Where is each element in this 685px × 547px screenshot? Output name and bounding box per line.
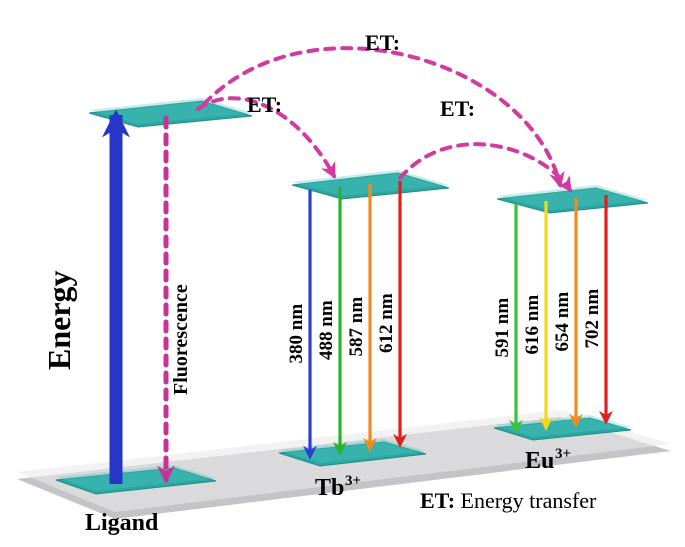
fluorescence-label: Fluorescence (170, 284, 192, 395)
svg-text:ET: Energy transfer: ET: Energy transfer (420, 488, 597, 513)
eu-emissions-line-0: 591 nm (492, 204, 516, 431)
eu-label: Eu3+ (525, 446, 571, 474)
et-label: ET: (440, 96, 475, 121)
svg-text:3+: 3+ (345, 473, 361, 489)
svg-text:3+: 3+ (555, 446, 571, 462)
eu-emissions: 591 nm 616 nm 654 nm 702 nm (492, 195, 606, 431)
svg-text:Eu: Eu (525, 448, 554, 474)
emission-label: 616 nm (522, 295, 543, 355)
eu-emissions-line-2: 654 nm (552, 198, 576, 425)
emission-label: 587 nm (346, 297, 367, 357)
emission-label: 702 nm (582, 289, 603, 349)
et-legend-bold: ET: (420, 488, 455, 513)
et-legend-text: Energy transfer (455, 488, 597, 513)
et-label: ET: (247, 92, 282, 117)
eu-emissions-line-3: 702 nm (582, 195, 606, 422)
ligand-label: Ligand (85, 510, 159, 536)
tb-emissions-line-2: 587 nm (346, 184, 370, 449)
tb-label: Tb3+ (315, 473, 361, 501)
et-label: ET: (365, 30, 400, 55)
tb-emissions-line-3: 612 nm (376, 181, 400, 445)
tb-emissions: 380 nm 488 nm 587 nm 612 nm (286, 181, 400, 457)
eu-excited (497, 185, 648, 213)
emission-label: 380 nm (286, 304, 307, 364)
emission-label: 654 nm (552, 292, 573, 352)
emission-label: 612 nm (376, 293, 397, 353)
energy-axis-label: Energy (41, 270, 77, 370)
emission-label: 591 nm (492, 298, 513, 358)
tb-emissions-line-0: 380 nm (286, 190, 310, 457)
et-tb-eu: ET: (400, 96, 570, 190)
svg-text:Tb: Tb (315, 475, 344, 501)
et-legend: ET: Energy transfer (420, 488, 597, 513)
eu-emissions-line-1: 616 nm (522, 201, 546, 428)
tb-emissions-line-1: 488 nm (316, 187, 340, 453)
emission-label: 488 nm (316, 300, 337, 360)
